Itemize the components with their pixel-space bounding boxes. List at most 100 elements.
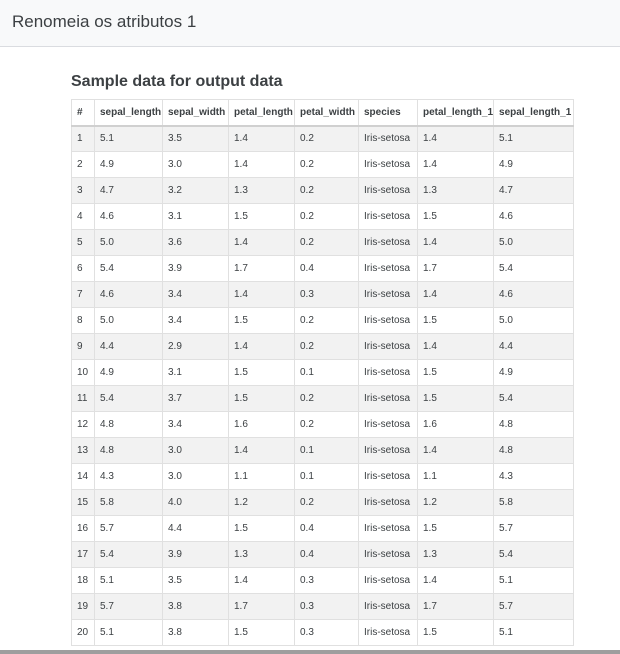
table-cell: 3.4 [162,411,229,438]
table-cell: 5.4 [94,541,163,568]
table-row: 5 5.0 3.6 1.4 0.2 Iris-setosa 1.4 5.0 [71,229,575,256]
table-cell: 1.5 [416,359,495,386]
table-cell: 0.3 [294,567,359,594]
table-cell: 4.4 [162,515,229,542]
table-cell: 5.7 [94,593,163,620]
table-cell: 3.0 [162,463,229,490]
table-cell: 3.6 [162,229,229,256]
table-cell: 3.0 [162,437,229,464]
table-cell: 0.1 [294,437,359,464]
table-cell: 3.4 [162,307,229,334]
table-row: 4 4.6 3.1 1.5 0.2 Iris-setosa 1.5 4.6 [71,203,575,230]
table-cell: 0.4 [294,541,359,568]
table-cell: 1.4 [416,437,495,464]
table-cell: Iris-setosa [358,307,418,334]
table-cell: Iris-setosa [358,229,418,256]
table-cell: 4.3 [94,463,163,490]
table-cell: 3.5 [162,125,229,152]
table-body: 1 5.1 3.5 1.4 0.2 Iris-setosa 1.4 5.1 2 4.9 3.0 1.4… [71,125,575,646]
table-cell: 3.0 [162,151,229,178]
table-cell: 5.4 [493,255,575,282]
table-cell: 1.5 [416,203,495,230]
dialog-title: Renomeia os atributos 1 [12,12,197,31]
table-cell: 1.7 [228,255,295,282]
dialog-content[interactable]: Sample data for output data # sepal_lengt… [0,47,620,650]
table-cell: 11 [71,385,95,412]
table-cell: Iris-setosa [358,619,418,646]
table-cell: 1.7 [228,593,295,620]
table-cell: 0.2 [294,489,359,516]
table-cell: 5.8 [94,489,163,516]
table-cell: 3.5 [162,567,229,594]
table-cell: 0.2 [294,177,359,204]
table-cell: 1.4 [228,125,295,152]
horizontal-scrollbar[interactable] [0,650,620,654]
table-cell: Iris-setosa [358,463,418,490]
table-cell: 5.0 [94,307,163,334]
column-header: petal_width [294,99,359,127]
column-header: sepal_length_1 [493,99,575,127]
table-cell: 1.5 [416,619,495,646]
table-cell: Iris-setosa [358,177,418,204]
table-row: 12 4.8 3.4 1.6 0.2 Iris-setosa 1.6 4.8 [71,411,575,438]
table-cell: 1.4 [228,437,295,464]
table-row: 17 5.4 3.9 1.3 0.4 Iris-setosa 1.3 5.4 [71,541,575,568]
table-row: 11 5.4 3.7 1.5 0.2 Iris-setosa 1.5 5.4 [71,385,575,412]
table-cell: 14 [71,463,95,490]
table-cell: 1.4 [416,125,495,152]
table-row: 20 5.1 3.8 1.5 0.3 Iris-setosa 1.5 5.1 [71,619,575,646]
table-cell: 17 [71,541,95,568]
table-cell: 5.4 [94,385,163,412]
table-cell: 1 [71,125,95,152]
table-row: 1 5.1 3.5 1.4 0.2 Iris-setosa 1.4 5.1 [71,125,575,152]
table-cell: 0.2 [294,151,359,178]
table-cell: 5.1 [94,619,163,646]
table-cell: 3.4 [162,281,229,308]
table-cell: 5.4 [94,255,163,282]
table-cell: 1.3 [416,177,495,204]
table-row: 19 5.7 3.8 1.7 0.3 Iris-setosa 1.7 5.7 [71,593,575,620]
table-cell: 5.7 [94,515,163,542]
table-cell: 1.5 [228,619,295,646]
table-cell: Iris-setosa [358,411,418,438]
table-cell: 1.4 [416,151,495,178]
table-cell: Iris-setosa [358,151,418,178]
table-row: 2 4.9 3.0 1.4 0.2 Iris-setosa 1.4 4.9 [71,151,575,178]
table-cell: 1.4 [416,567,495,594]
column-header: # [71,99,95,127]
table-cell: 5.0 [493,307,575,334]
table-cell: 1.3 [228,541,295,568]
table-cell: 4.6 [94,281,163,308]
table-cell: Iris-setosa [358,593,418,620]
table-cell: 1.5 [416,515,495,542]
table-cell: 6 [71,255,95,282]
table-cell: 3 [71,177,95,204]
table-cell: 4.7 [493,177,575,204]
table-cell: 20 [71,619,95,646]
table-cell: 1.4 [228,229,295,256]
table-cell: 0.3 [294,593,359,620]
table-cell: 0.2 [294,229,359,256]
table-cell: 0.2 [294,411,359,438]
table-cell: 3.2 [162,177,229,204]
table-cell: Iris-setosa [358,515,418,542]
table-cell: 0.1 [294,463,359,490]
table-cell: Iris-setosa [358,359,418,386]
table-cell: 3.8 [162,593,229,620]
table-cell: 4.6 [94,203,163,230]
table-cell: 2 [71,151,95,178]
table-cell: 13 [71,437,95,464]
table-cell: 1.1 [416,463,495,490]
table-cell: 1.5 [416,385,495,412]
table-cell: 1.4 [228,151,295,178]
table-row: 9 4.4 2.9 1.4 0.2 Iris-setosa 1.4 4.4 [71,333,575,360]
column-header: species [358,99,418,127]
table-cell: 1.5 [228,385,295,412]
table-cell: 19 [71,593,95,620]
table-cell: 1.4 [228,333,295,360]
table-cell: Iris-setosa [358,255,418,282]
table-cell: Iris-setosa [358,281,418,308]
dialog-header: Renomeia os atributos 1 [0,0,620,47]
table-cell: 3.9 [162,541,229,568]
table-cell: 4.6 [493,203,575,230]
